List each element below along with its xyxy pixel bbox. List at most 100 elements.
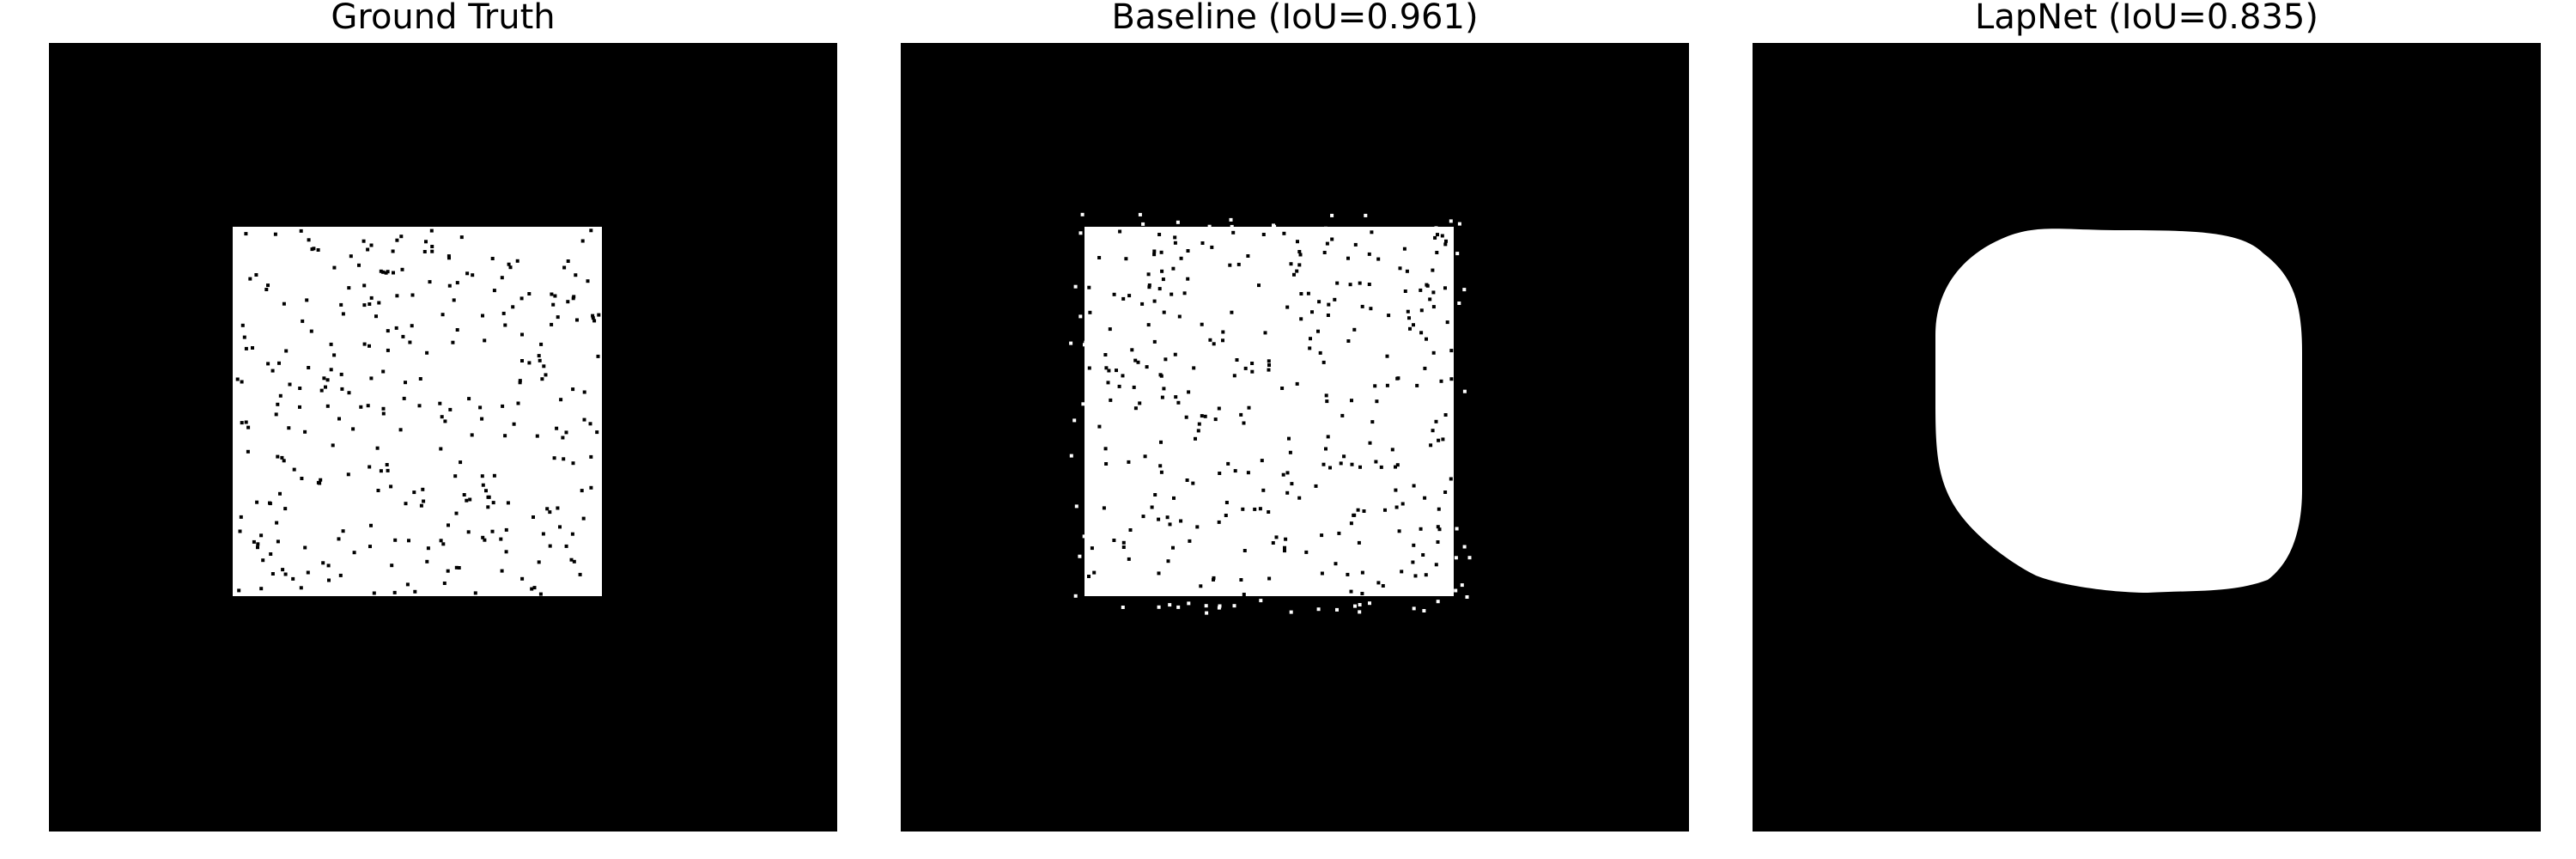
noise-dot bbox=[1152, 299, 1157, 303]
noise-dot bbox=[443, 419, 447, 423]
noise-dot bbox=[492, 289, 496, 293]
outlier-dot bbox=[1434, 226, 1438, 230]
noise-dot bbox=[1179, 519, 1183, 523]
noise-dot bbox=[1320, 571, 1324, 576]
noise-dot bbox=[1121, 545, 1126, 549]
noise-dot bbox=[1124, 257, 1128, 261]
noise-dot bbox=[1295, 381, 1299, 386]
noise-dot bbox=[561, 436, 565, 440]
noise-dot bbox=[1309, 337, 1312, 341]
noise-dot bbox=[1350, 462, 1354, 466]
noise-dot bbox=[306, 570, 310, 575]
noise-dot bbox=[277, 361, 281, 365]
noise-dot bbox=[1412, 484, 1416, 488]
noise-dot bbox=[1087, 575, 1091, 578]
noise-dot bbox=[1160, 269, 1164, 273]
noise-dot bbox=[1383, 508, 1387, 512]
noise-dot bbox=[392, 590, 397, 594]
noise-dot bbox=[329, 368, 333, 372]
noise-dot bbox=[408, 340, 412, 344]
noise-dot bbox=[425, 559, 429, 564]
noise-dot bbox=[1195, 525, 1200, 529]
noise-dot bbox=[381, 270, 386, 274]
outlier-dot bbox=[1072, 418, 1077, 423]
noise-dot bbox=[1408, 326, 1412, 331]
noise-dot bbox=[515, 259, 519, 263]
noise-dot bbox=[1171, 266, 1176, 271]
noise-dot bbox=[520, 332, 524, 337]
outlier-dot bbox=[1069, 454, 1073, 458]
noise-dot bbox=[1186, 249, 1190, 253]
noise-dot bbox=[259, 587, 264, 591]
noise-dot bbox=[570, 532, 574, 536]
noise-dot bbox=[1367, 283, 1371, 286]
noise-dot bbox=[1437, 527, 1442, 532]
noise-dot bbox=[1168, 522, 1172, 527]
noise-dot bbox=[425, 350, 429, 355]
noise-dot bbox=[452, 298, 456, 302]
noise-dot bbox=[280, 455, 284, 460]
noise-dot bbox=[1253, 507, 1257, 511]
noise-dot bbox=[341, 529, 345, 533]
noise-dot bbox=[346, 472, 350, 477]
noise-dot bbox=[1403, 289, 1407, 293]
noise-dot bbox=[1370, 230, 1374, 235]
noise-dot bbox=[417, 404, 422, 408]
noise-dot bbox=[327, 578, 331, 582]
outlier-dot bbox=[1454, 588, 1458, 593]
noise-dot bbox=[519, 296, 524, 301]
noise-dot bbox=[270, 572, 275, 576]
noise-dot bbox=[1324, 447, 1327, 451]
noise-dot bbox=[386, 468, 390, 472]
outlier-dot bbox=[1082, 534, 1086, 539]
noise-dot bbox=[339, 302, 343, 307]
noise-dot bbox=[1230, 310, 1234, 314]
noise-dot bbox=[470, 433, 474, 437]
noise-dot bbox=[1437, 507, 1441, 511]
noise-dot bbox=[1376, 257, 1381, 261]
noise-dot bbox=[299, 228, 303, 233]
noise-dot bbox=[532, 515, 535, 519]
noise-dot bbox=[439, 539, 443, 543]
noise-dot bbox=[589, 485, 593, 490]
noise-dot bbox=[256, 545, 259, 550]
noise-dot bbox=[1217, 520, 1221, 524]
noise-dot bbox=[1172, 496, 1176, 500]
noise-dot bbox=[491, 501, 495, 505]
noise-dot bbox=[566, 259, 570, 263]
noise-dot bbox=[347, 391, 351, 395]
noise-dot bbox=[237, 588, 241, 593]
noise-dot bbox=[1362, 509, 1366, 513]
noise-dot bbox=[1182, 291, 1187, 295]
outlier-dot bbox=[1460, 583, 1464, 588]
noise-dot bbox=[1112, 539, 1116, 542]
noise-dot bbox=[512, 422, 516, 426]
noise-dot bbox=[394, 326, 398, 330]
noise-dot bbox=[537, 354, 541, 358]
noise-dot bbox=[1132, 385, 1136, 389]
outlier-dot bbox=[1081, 402, 1085, 406]
noise-dot bbox=[298, 387, 302, 390]
noise-dot bbox=[1297, 250, 1302, 253]
noise-dot bbox=[1394, 505, 1399, 509]
noise-dot bbox=[270, 369, 275, 373]
noise-dot bbox=[386, 329, 390, 333]
noise-dot bbox=[1360, 592, 1364, 595]
noise-dot bbox=[499, 537, 503, 541]
noise-dot bbox=[1200, 414, 1204, 418]
noise-dot bbox=[580, 489, 584, 493]
noise-dot bbox=[1318, 350, 1322, 355]
noise-dot bbox=[322, 376, 326, 381]
noise-dot bbox=[487, 495, 491, 499]
noise-dot bbox=[287, 426, 291, 430]
outlier-dot bbox=[1078, 231, 1083, 235]
noise-dot bbox=[1170, 292, 1174, 296]
noise-dot bbox=[1212, 576, 1216, 580]
noise-dot bbox=[239, 515, 243, 519]
noise-dot bbox=[1179, 256, 1183, 260]
noise-dot bbox=[582, 390, 586, 394]
noise-dot bbox=[1299, 292, 1303, 295]
noise-dot bbox=[1188, 539, 1192, 543]
noise-dot bbox=[500, 569, 504, 573]
noise-dot bbox=[1097, 424, 1102, 429]
